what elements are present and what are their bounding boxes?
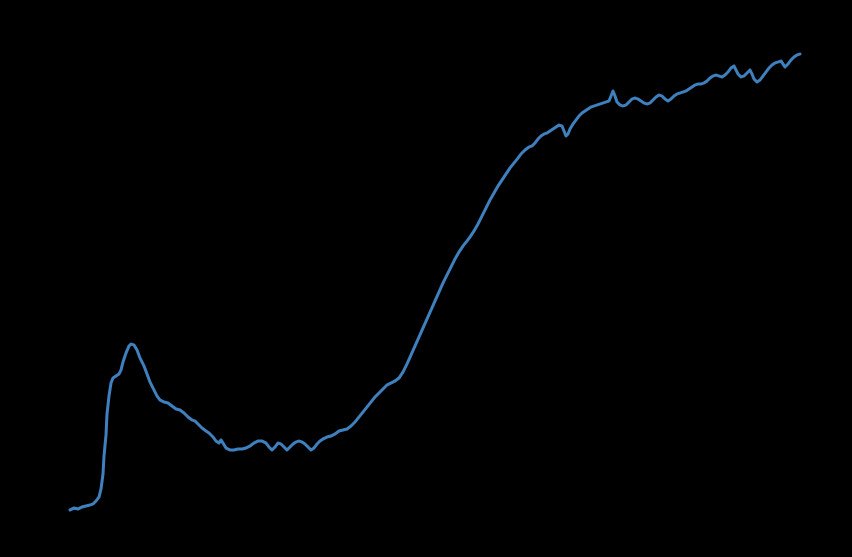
line-series-1 (68, 52, 802, 512)
series-group (68, 52, 802, 512)
